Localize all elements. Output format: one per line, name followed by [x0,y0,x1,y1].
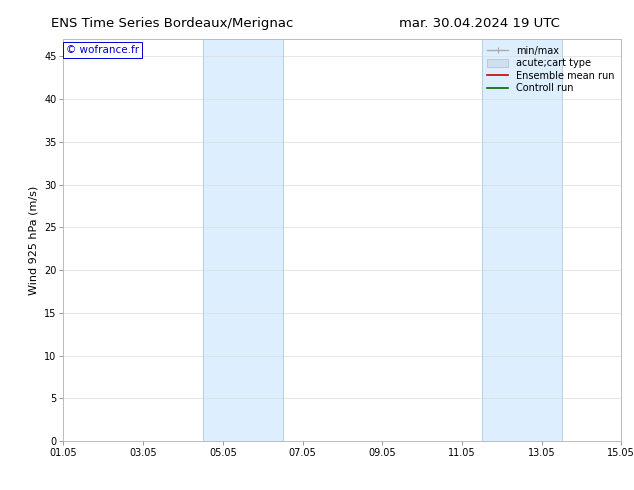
Y-axis label: Wind 925 hPa (m/s): Wind 925 hPa (m/s) [29,186,39,294]
Text: © wofrance.fr: © wofrance.fr [66,45,139,55]
Text: ENS Time Series Bordeaux/Merignac: ENS Time Series Bordeaux/Merignac [51,17,293,30]
Bar [203,39,283,441]
Bar [482,39,562,441]
Text: mar. 30.04.2024 19 UTC: mar. 30.04.2024 19 UTC [399,17,560,30]
Legend: min/max, acute;cart type, Ensemble mean run, Controll run: min/max, acute;cart type, Ensemble mean … [485,44,616,95]
